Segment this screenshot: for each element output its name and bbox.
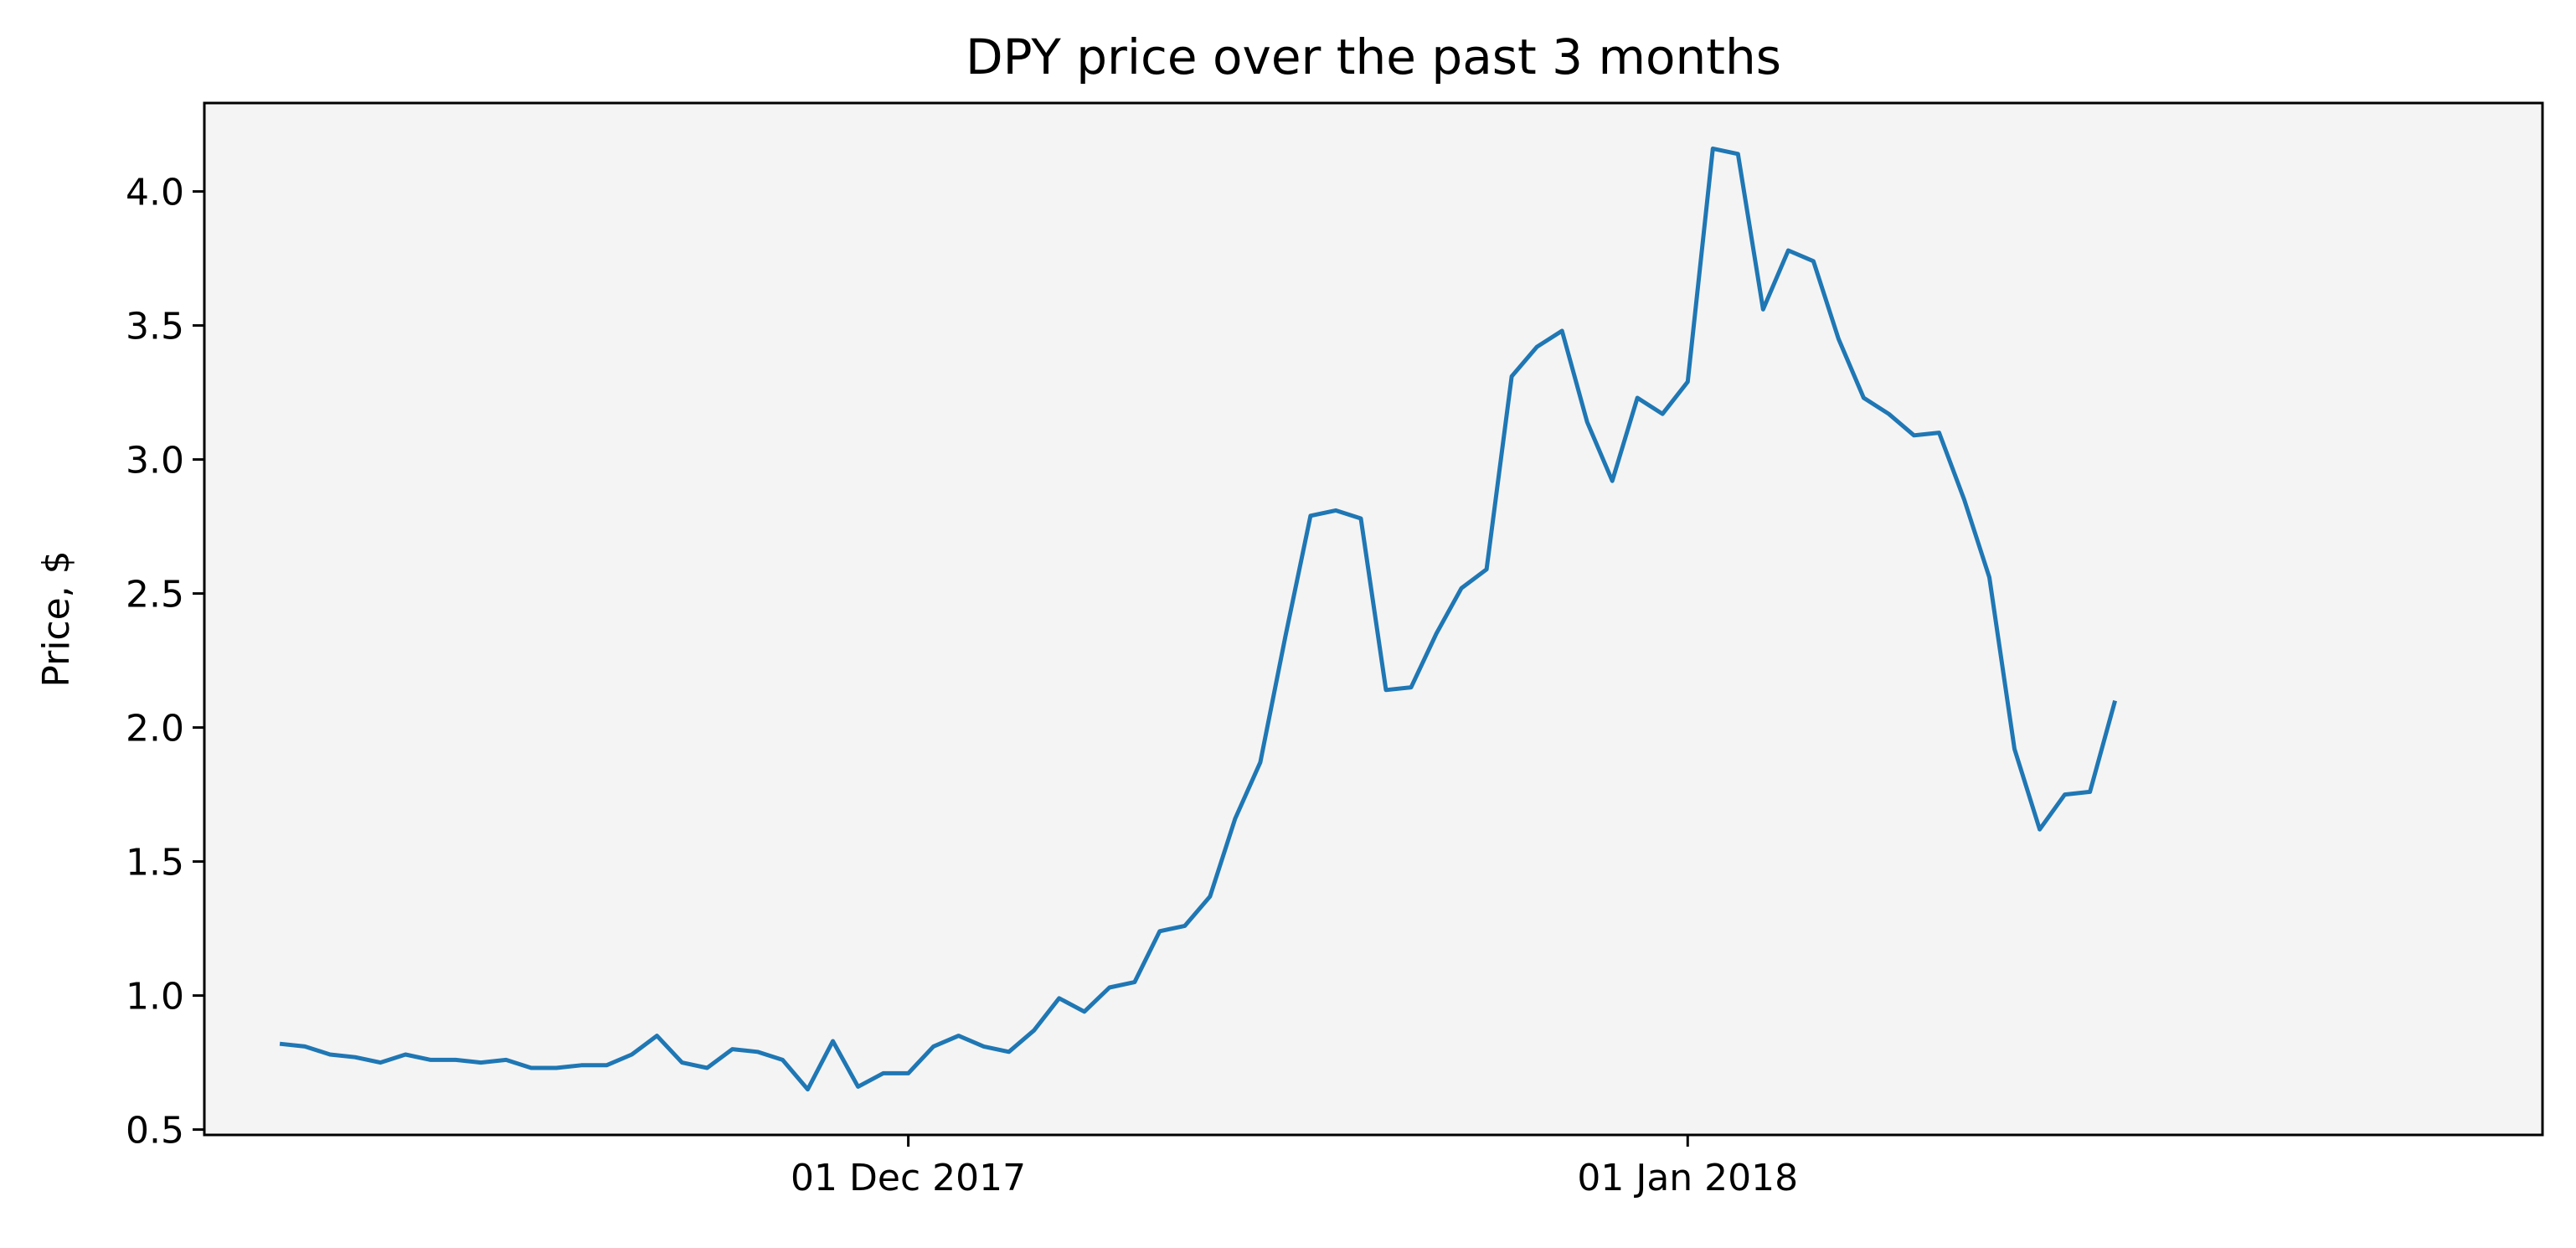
plot-frame [203,101,2544,1137]
plot-background [204,103,2543,1135]
x-tick-label: 01 Dec 2017 [791,1157,1026,1199]
y-axis: 0.5 1.0 1.5 2.0 2.5 3.0 3.5 4.0 [126,172,204,1153]
y-tick-label: 4.0 [126,172,184,214]
y-tick-label: 1.5 [126,842,184,884]
chart-title: DPY price over the past 3 months [966,28,1781,85]
price-line [279,146,2118,1092]
y-tick-label: 3.0 [126,440,184,482]
x-axis: 01 Dec 2017 01 Jan 2018 [791,1135,1798,1199]
y-axis-label: Price, $ [35,550,78,687]
y-tick-label: 2.5 [126,574,184,616]
y-tick-label: 3.5 [126,306,184,348]
y-tick-label: 0.5 [126,1110,184,1153]
y-tick-label: 2.0 [126,708,184,750]
x-tick-label: 01 Jan 2018 [1577,1157,1798,1199]
y-tick-label: 1.0 [126,976,184,1019]
